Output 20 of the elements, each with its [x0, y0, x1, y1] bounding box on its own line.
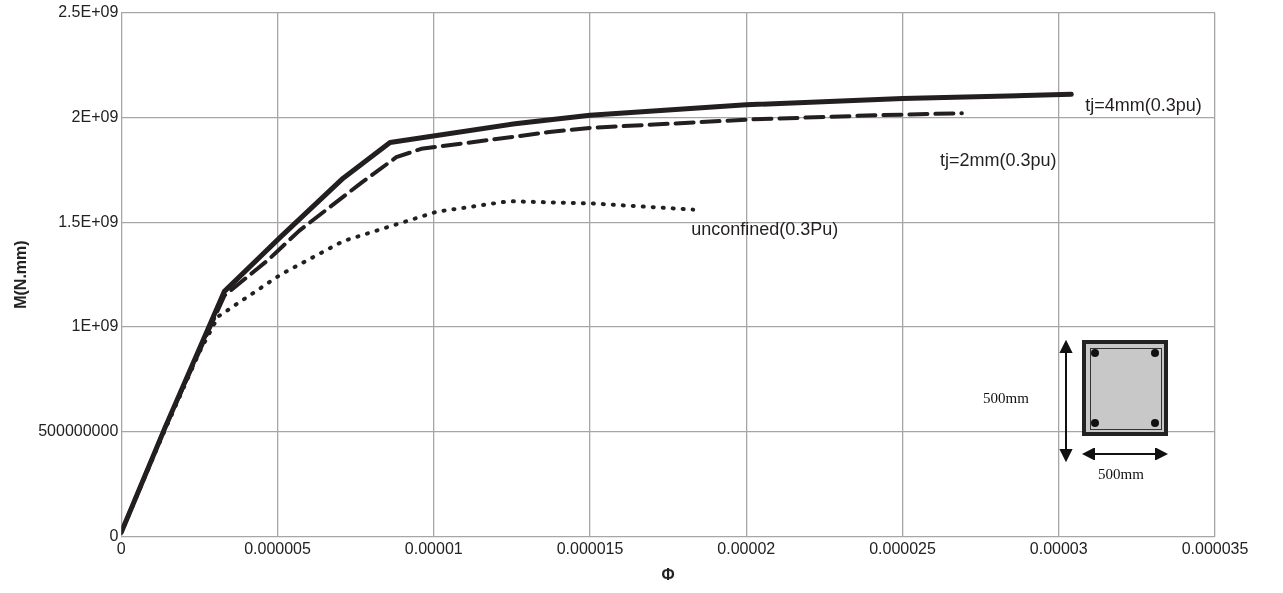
annotation: 500mm: [1098, 466, 1144, 483]
y-tick-label: 1.5E+09: [58, 212, 119, 230]
x-tick-label: 0.000015: [556, 539, 624, 557]
x-tick-label: 0.000025: [869, 539, 936, 557]
y-axis-title: M(N.mm): [12, 240, 30, 309]
x-tick-label: 0.000005: [244, 539, 311, 557]
series-label: tj=4mm(0.3pu): [1085, 95, 1202, 116]
y-tick-label: 1E+09: [71, 317, 119, 335]
text: tj=2mm(0.3pu): [939, 150, 1057, 171]
y-tick-label: 2E+09: [71, 107, 119, 125]
series-label: unconfined(0.3Pu): [691, 218, 839, 239]
y-tick-label: 0: [109, 527, 119, 545]
x-tick-label: 0.000035: [1181, 539, 1249, 557]
annotation: 500mm: [983, 390, 1029, 407]
x-tick-label: 0.00001: [404, 539, 463, 557]
x-tick-label: 0.00003: [1029, 539, 1088, 557]
x-axis-title: Φ: [661, 565, 675, 583]
y-tick-label: 2.5E+09: [58, 3, 119, 21]
y-tick-label: 500000000: [38, 422, 119, 440]
x-tick-label: 0.00002: [717, 539, 776, 557]
